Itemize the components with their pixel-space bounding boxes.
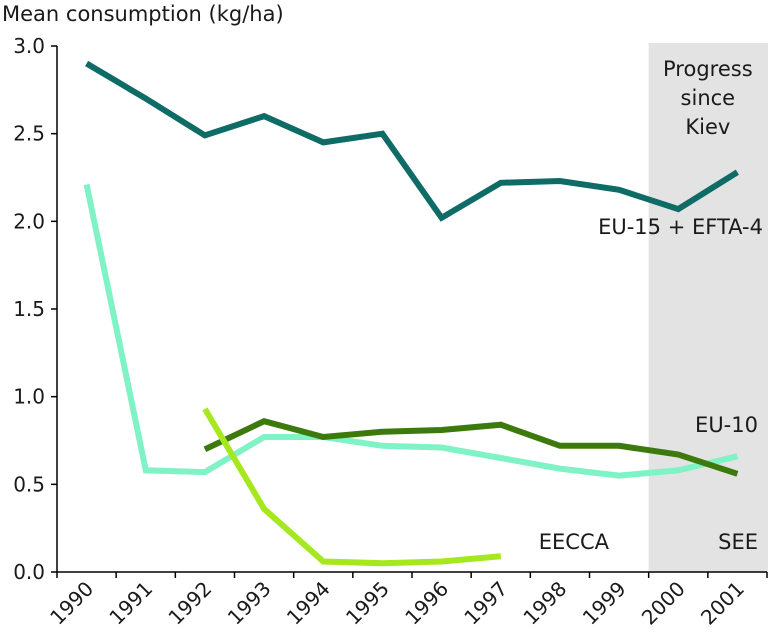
x-tick-label: 2000 [637,577,690,630]
shaded-region-label: since [681,86,736,110]
y-axis-title: Mean consumption (kg/ha) [2,2,284,26]
shaded-region [648,43,768,572]
series-line [85,60,739,222]
y-tick-label: 1.0 [13,385,45,409]
y-tick-label: 0.5 [13,472,45,496]
series-label: EU-15 + EFTA-4 [598,215,763,239]
shaded-region-label: Kiev [685,115,730,139]
series-label: SEE [718,530,758,554]
x-tick-label: 1998 [518,577,571,630]
x-tick-label: 2001 [696,577,749,630]
series-line [203,418,739,477]
x-tick-label: 1991 [104,577,157,630]
x-tick-label: 1993 [223,577,276,630]
y-tick-label: 2.0 [13,209,45,233]
series-label: EECCA [539,530,610,554]
series-layer [83,60,739,567]
series-line [83,183,739,479]
x-tick-label: 1995 [341,577,394,630]
series-line [202,407,502,567]
x-tick-label: 1992 [163,577,216,630]
y-tick-label: 2.5 [13,122,45,146]
y-tick-label: 0.0 [13,560,45,584]
x-tick-label: 1996 [400,577,453,630]
shaded-region-layer: Progress since Kiev [648,43,768,572]
series-label: EU-10 [695,413,758,437]
label-layer: EU-15 + EFTA-4 SEE EU-10 EECCA [539,215,763,554]
y-tick-label: 3.0 [13,34,45,58]
shaded-region-label: Progress [663,57,753,81]
x-tick-label: 1997 [459,577,512,630]
x-tick-label: 1999 [578,577,631,630]
x-tick-label: 1994 [282,577,335,630]
y-tick-label: 1.5 [13,297,45,321]
x-tick-label: 1990 [45,577,98,630]
